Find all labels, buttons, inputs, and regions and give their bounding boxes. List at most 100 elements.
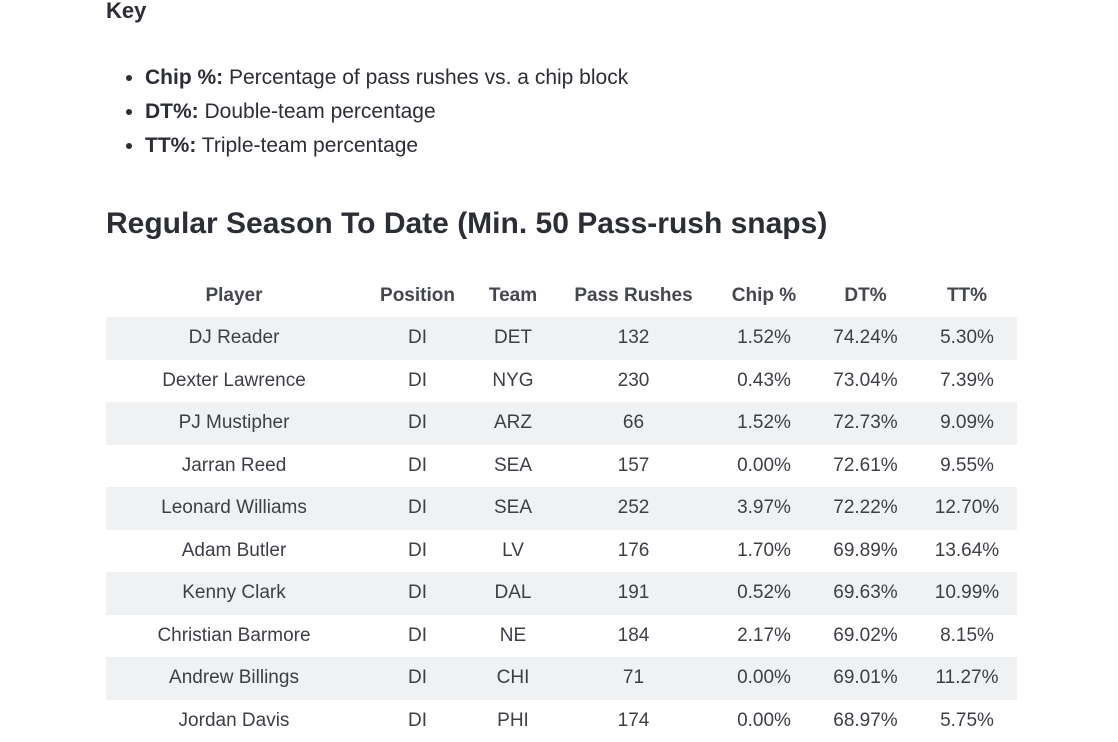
cell-position: DI bbox=[362, 402, 473, 445]
header-row: Player Position Team Pass Rushes Chip % … bbox=[106, 275, 1017, 317]
cell-tt-pct: 12.70% bbox=[917, 487, 1017, 530]
cell-pass-rushes: 252 bbox=[553, 487, 714, 530]
cell-pass-rushes: 230 bbox=[553, 360, 714, 403]
cell-player: Kenny Clark bbox=[106, 572, 362, 615]
cell-position: DI bbox=[362, 445, 473, 488]
cell-player: Leonard Williams bbox=[106, 487, 362, 530]
cell-position: DI bbox=[362, 530, 473, 573]
cell-chip-pct: 1.52% bbox=[714, 317, 814, 360]
cell-tt-pct: 7.39% bbox=[917, 360, 1017, 403]
cell-team: ARZ bbox=[473, 402, 553, 445]
cell-position: DI bbox=[362, 360, 473, 403]
section-title: Regular Season To Date (Min. 50 Pass-rus… bbox=[106, 203, 827, 245]
cell-chip-pct: 1.70% bbox=[714, 530, 814, 573]
cell-tt-pct: 5.75% bbox=[917, 700, 1017, 742]
key-description: Triple-team percentage bbox=[196, 134, 418, 157]
cell-pass-rushes: 174 bbox=[553, 700, 714, 742]
header-position: Position bbox=[362, 275, 473, 317]
cell-tt-pct: 5.30% bbox=[917, 317, 1017, 360]
header-dt-pct: DT% bbox=[814, 275, 917, 317]
key-description: Percentage of pass rushes vs. a chip blo… bbox=[223, 66, 628, 89]
key-term: DT%: bbox=[145, 100, 199, 123]
cell-chip-pct: 0.00% bbox=[714, 445, 814, 488]
cell-team: SEA bbox=[473, 445, 553, 488]
cell-team: CHI bbox=[473, 657, 553, 700]
cell-tt-pct: 8.15% bbox=[917, 615, 1017, 658]
cell-position: DI bbox=[362, 317, 473, 360]
cell-pass-rushes: 191 bbox=[553, 572, 714, 615]
cell-dt-pct: 72.73% bbox=[814, 402, 917, 445]
cell-chip-pct: 0.00% bbox=[714, 700, 814, 742]
header-tt-pct: TT% bbox=[917, 275, 1017, 317]
cell-dt-pct: 72.22% bbox=[814, 487, 917, 530]
cell-tt-pct: 9.55% bbox=[917, 445, 1017, 488]
cell-dt-pct: 74.24% bbox=[814, 317, 917, 360]
cell-pass-rushes: 157 bbox=[553, 445, 714, 488]
cell-pass-rushes: 66 bbox=[553, 402, 714, 445]
cell-player: Jordan Davis bbox=[106, 700, 362, 742]
key-heading: Key bbox=[106, 0, 146, 26]
key-list: Chip %: Percentage of pass rushes vs. a … bbox=[106, 61, 628, 163]
cell-position: DI bbox=[362, 700, 473, 742]
cell-dt-pct: 68.97% bbox=[814, 700, 917, 742]
header-pass-rushes: Pass Rushes bbox=[553, 275, 714, 317]
key-item: Chip %: Percentage of pass rushes vs. a … bbox=[145, 61, 628, 95]
stats-table: Player Position Team Pass Rushes Chip % … bbox=[106, 275, 1017, 742]
cell-player: DJ Reader bbox=[106, 317, 362, 360]
key-term: TT%: bbox=[145, 134, 196, 157]
header-player: Player bbox=[106, 275, 362, 317]
cell-pass-rushes: 176 bbox=[553, 530, 714, 573]
cell-dt-pct: 69.01% bbox=[814, 657, 917, 700]
cell-team: NE bbox=[473, 615, 553, 658]
cell-pass-rushes: 71 bbox=[553, 657, 714, 700]
cell-chip-pct: 3.97% bbox=[714, 487, 814, 530]
cell-pass-rushes: 132 bbox=[553, 317, 714, 360]
cell-position: DI bbox=[362, 615, 473, 658]
cell-player: Jarran Reed bbox=[106, 445, 362, 488]
cell-dt-pct: 69.89% bbox=[814, 530, 917, 573]
key-description: Double-team percentage bbox=[199, 100, 436, 123]
cell-team: DAL bbox=[473, 572, 553, 615]
cell-dt-pct: 69.63% bbox=[814, 572, 917, 615]
cell-player: Christian Barmore bbox=[106, 615, 362, 658]
header-chip-pct: Chip % bbox=[714, 275, 814, 317]
cell-tt-pct: 11.27% bbox=[917, 657, 1017, 700]
cell-team: PHI bbox=[473, 700, 553, 742]
cell-dt-pct: 73.04% bbox=[814, 360, 917, 403]
cell-chip-pct: 2.17% bbox=[714, 615, 814, 658]
header-team: Team bbox=[473, 275, 553, 317]
cell-dt-pct: 69.02% bbox=[814, 615, 917, 658]
cell-team: SEA bbox=[473, 487, 553, 530]
cell-player: Dexter Lawrence bbox=[106, 360, 362, 403]
table-header: Player Position Team Pass Rushes Chip % … bbox=[106, 275, 1017, 317]
key-item: DT%: Double-team percentage bbox=[145, 95, 628, 129]
cell-team: LV bbox=[473, 530, 553, 573]
cell-player: Adam Butler bbox=[106, 530, 362, 573]
cell-position: DI bbox=[362, 657, 473, 700]
cell-chip-pct: 0.43% bbox=[714, 360, 814, 403]
cell-chip-pct: 1.52% bbox=[714, 402, 814, 445]
cell-team: NYG bbox=[473, 360, 553, 403]
cell-team: DET bbox=[473, 317, 553, 360]
cell-tt-pct: 10.99% bbox=[917, 572, 1017, 615]
cell-tt-pct: 9.09% bbox=[917, 402, 1017, 445]
cell-player: Andrew Billings bbox=[106, 657, 362, 700]
cell-player: PJ Mustipher bbox=[106, 402, 362, 445]
key-term: Chip %: bbox=[145, 66, 223, 89]
cell-chip-pct: 0.52% bbox=[714, 572, 814, 615]
cell-position: DI bbox=[362, 572, 473, 615]
key-item: TT%: Triple-team percentage bbox=[145, 129, 628, 163]
cell-tt-pct: 13.64% bbox=[917, 530, 1017, 573]
cell-dt-pct: 72.61% bbox=[814, 445, 917, 488]
